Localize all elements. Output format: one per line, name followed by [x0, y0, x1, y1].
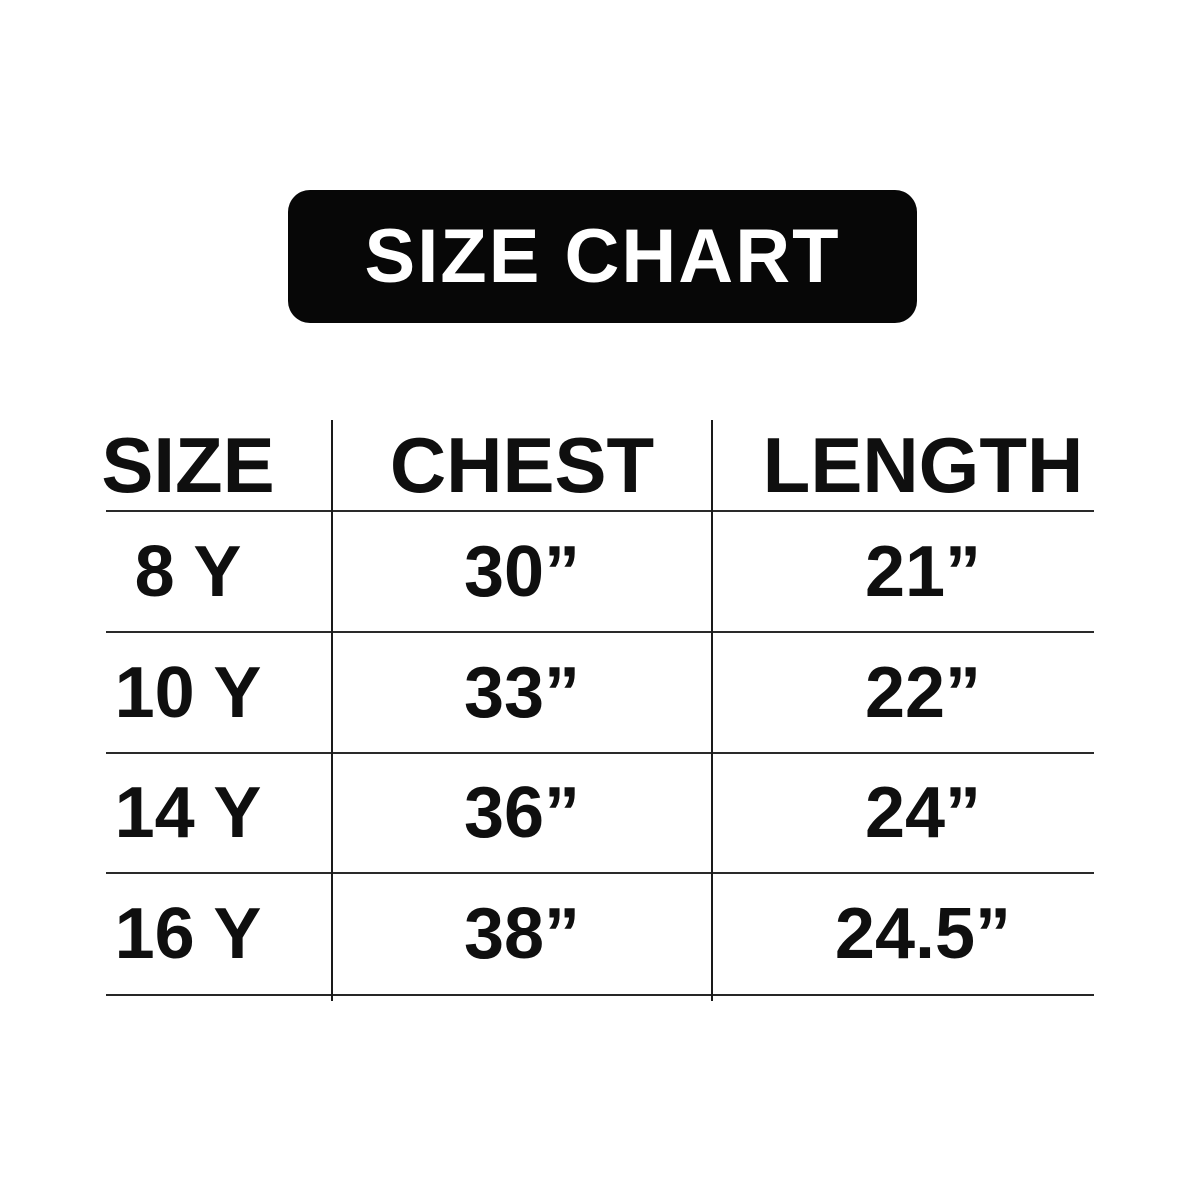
cell-length-10y: 22” [712, 633, 1094, 754]
size-chart-title: SIZE CHART [364, 214, 841, 299]
cell-chest-16y: 38” [332, 874, 712, 996]
cell-length-14y: 24” [712, 754, 1094, 874]
size-chart-title-badge: SIZE CHART [288, 190, 917, 323]
cell-size-16y: 16 Y [106, 874, 332, 996]
column-header-length: LENGTH [712, 420, 1094, 512]
column-header-chest: CHEST [332, 420, 712, 512]
cell-size-8y: 8 Y [106, 512, 332, 633]
cell-chest-8y: 30” [332, 512, 712, 633]
cell-chest-14y: 36” [332, 754, 712, 874]
cell-size-14y: 14 Y [106, 754, 332, 874]
cell-length-16y: 24.5” [712, 874, 1094, 996]
column-header-size: SIZE [101, 420, 332, 512]
column-divider-1 [331, 420, 333, 1001]
cell-size-10y: 10 Y [106, 633, 332, 754]
cell-chest-10y: 33” [332, 633, 712, 754]
column-divider-2 [711, 420, 713, 1001]
size-table: SIZE CHEST LENGTH 8 Y 30” 21” 10 Y 33” 2… [101, 420, 1094, 1001]
cell-length-8y: 21” [712, 512, 1094, 633]
